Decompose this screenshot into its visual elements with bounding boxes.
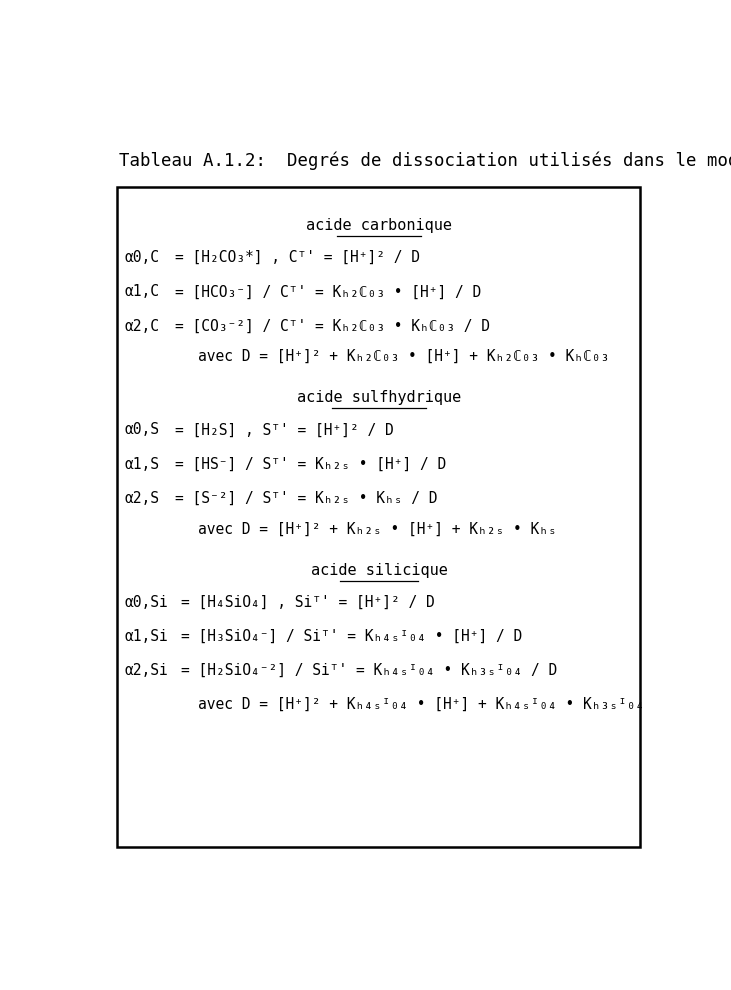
Text: α2,S: α2,S [124,491,159,506]
Text: = [H₃SiO₄⁻] / Siᵀ' = Kₕ₄ₛᴵ₀₄ • [H⁺] / D: = [H₃SiO₄⁻] / Siᵀ' = Kₕ₄ₛᴵ₀₄ • [H⁺] / D [181,629,522,644]
Text: α1,Si: α1,Si [124,629,168,644]
Text: Tableau A.1.2:  Degrés de dissociation utilisés dans le modèle: Tableau A.1.2: Degrés de dissociation ut… [118,151,731,170]
Text: α0,C: α0,C [124,250,159,265]
Text: = [CO₃⁻²] / Cᵀ' = Kₕ₂ℂ₀₃ • Kₕℂ₀₃ / D: = [CO₃⁻²] / Cᵀ' = Kₕ₂ℂ₀₃ • Kₕℂ₀₃ / D [175,319,491,334]
Text: acide sulfhydrique: acide sulfhydrique [297,390,461,405]
Bar [117,187,640,846]
Text: α1,C: α1,C [124,284,159,299]
Text: avec D = [H⁺]² + Kₕ₂ₛ • [H⁺] + Kₕ₂ₛ • Kₕₛ: avec D = [H⁺]² + Kₕ₂ₛ • [H⁺] + Kₕ₂ₛ • Kₕ… [198,522,556,537]
Text: avec D = [H⁺]² + Kₕ₂ℂ₀₃ • [H⁺] + Kₕ₂ℂ₀₃ • Kₕℂ₀₃: avec D = [H⁺]² + Kₕ₂ℂ₀₃ • [H⁺] + Kₕ₂ℂ₀₃ … [198,349,609,364]
Text: = [HS⁻] / Sᵀ' = Kₕ₂ₛ • [H⁺] / D: = [HS⁻] / Sᵀ' = Kₕ₂ₛ • [H⁺] / D [175,456,447,471]
Text: = [H₂SiO₄⁻²] / Siᵀ' = Kₕ₄ₛᴵ₀₄ • Kₕ₃ₛᴵ₀₄ / D: = [H₂SiO₄⁻²] / Siᵀ' = Kₕ₄ₛᴵ₀₄ • Kₕ₃ₛᴵ₀₄ … [181,663,557,678]
Text: = [S⁻²] / Sᵀ' = Kₕ₂ₛ • Kₕₛ / D: = [S⁻²] / Sᵀ' = Kₕ₂ₛ • Kₕₛ / D [175,491,438,506]
Text: α2,C: α2,C [124,319,159,334]
Text: α2,Si: α2,Si [124,663,168,678]
Text: acide silicique: acide silicique [311,562,447,577]
Text: = [HCO₃⁻] / Cᵀ' = Kₕ₂ℂ₀₃ • [H⁺] / D: = [HCO₃⁻] / Cᵀ' = Kₕ₂ℂ₀₃ • [H⁺] / D [175,284,482,299]
Text: = [H₄SiO₄] , Siᵀ' = [H⁺]² / D: = [H₄SiO₄] , Siᵀ' = [H⁺]² / D [181,595,435,610]
Text: = [H₂S] , Sᵀ' = [H⁺]² / D: = [H₂S] , Sᵀ' = [H⁺]² / D [175,423,394,438]
Text: α0,S: α0,S [124,423,159,438]
Text: α1,S: α1,S [124,456,159,471]
Text: acide carbonique: acide carbonique [306,218,452,233]
Text: avec D = [H⁺]² + Kₕ₄ₛᴵ₀₄ • [H⁺] + Kₕ₄ₛᴵ₀₄ • Kₕ₃ₛᴵ₀₄: avec D = [H⁺]² + Kₕ₄ₛᴵ₀₄ • [H⁺] + Kₕ₄ₛᴵ₀… [198,697,644,712]
Text: = [H₂CO₃*] , Cᵀ' = [H⁺]² / D: = [H₂CO₃*] , Cᵀ' = [H⁺]² / D [175,250,420,265]
Text: α0,Si: α0,Si [124,595,168,610]
